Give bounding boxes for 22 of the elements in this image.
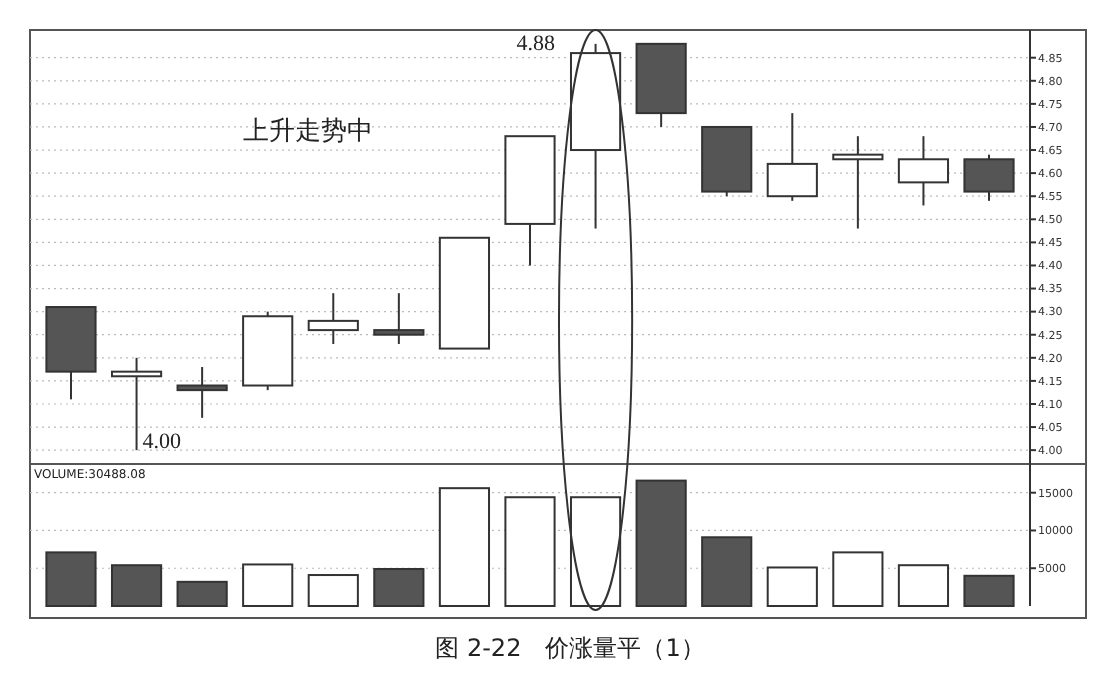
bar <box>373 567 425 607</box>
bar <box>176 580 228 607</box>
bar <box>963 574 1015 607</box>
bar <box>110 564 163 607</box>
bar <box>897 564 950 607</box>
bar <box>766 566 818 607</box>
bar <box>242 563 294 607</box>
candlestick <box>176 366 228 419</box>
bar <box>701 536 753 607</box>
annotation: 4.88 <box>516 31 556 56</box>
annotation: 上升走势中 <box>243 116 374 147</box>
bar <box>569 496 622 607</box>
bar <box>832 551 884 607</box>
bar <box>438 487 491 607</box>
candlestick <box>373 292 425 345</box>
bar <box>504 496 556 607</box>
candlestick <box>832 135 884 230</box>
bar <box>307 574 359 607</box>
bar <box>45 551 97 607</box>
annotation: 4.00 <box>142 430 183 455</box>
caption: 图 2-22 价涨量平（1） <box>435 634 705 662</box>
bar <box>635 479 687 607</box>
